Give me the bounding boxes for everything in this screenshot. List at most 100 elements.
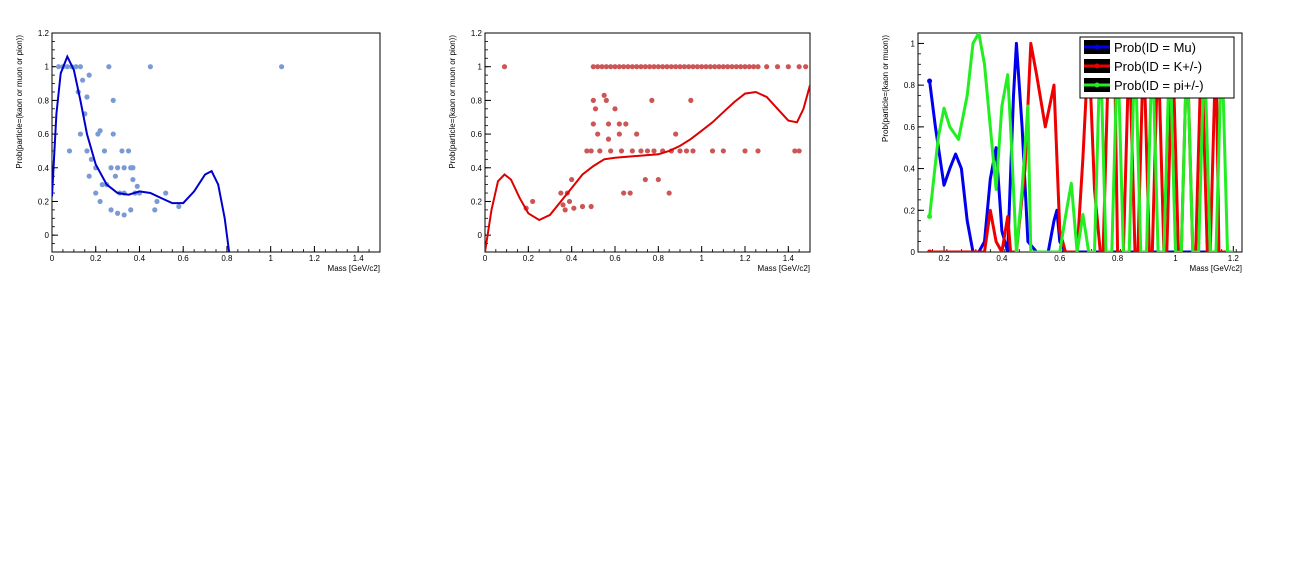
data-point — [605, 121, 612, 127]
x-tick-label: 1.2 — [739, 254, 751, 263]
series-start-marker-3 — [927, 214, 933, 220]
data-point — [716, 64, 722, 70]
x-tick-label: 0.4 — [996, 254, 1008, 263]
data-point — [625, 64, 631, 70]
data-point — [733, 64, 739, 70]
data-point — [562, 207, 568, 213]
y-tick-label: 1.2 — [471, 29, 483, 38]
data-point — [616, 131, 622, 137]
data-point — [803, 64, 809, 70]
data-point — [595, 131, 601, 137]
data-point — [569, 176, 575, 183]
y-axis-title: Prob(particle=(kaon or muon or pion)) — [448, 35, 457, 169]
data-point — [592, 106, 599, 112]
data-point — [115, 210, 121, 216]
x-tick-label: 1 — [699, 254, 704, 263]
data-point — [623, 121, 629, 127]
x-tick-label: 1.4 — [353, 254, 365, 263]
y-tick-label: 0.6 — [38, 130, 50, 139]
data-point — [80, 77, 86, 83]
y-tick-label: 0.2 — [38, 197, 50, 206]
data-point — [608, 64, 614, 70]
series-start-marker-2 — [927, 249, 933, 252]
data-point — [134, 183, 140, 189]
data-point — [755, 148, 761, 154]
data-point — [638, 64, 644, 70]
x-tick-label: 0.4 — [566, 254, 578, 263]
x-tick-label: 1 — [1173, 254, 1178, 263]
y-axis-title: Prob(particle=(kaon or muon or pion)) — [15, 35, 24, 169]
data-point — [163, 190, 169, 196]
legend: Prob(ID = Mu) Prob(ID = K+/-) Prob(ID = pi… — [1079, 36, 1235, 99]
data-point — [530, 198, 536, 205]
data-point — [746, 64, 752, 70]
data-point — [608, 148, 614, 154]
data-point — [176, 203, 182, 210]
data-point — [97, 128, 103, 134]
data-point — [725, 64, 731, 70]
data-point — [93, 190, 99, 196]
data-point — [668, 64, 674, 70]
x-tick-label: 1.2 — [1228, 254, 1240, 263]
y-tick-label: 0.6 — [904, 123, 916, 132]
data-point — [64, 64, 70, 70]
data-point — [77, 131, 84, 137]
x-tick-label: 0.6 — [178, 254, 190, 263]
data-point — [621, 190, 627, 196]
y-tick-label: 0.8 — [38, 96, 50, 105]
data-point — [742, 148, 748, 154]
data-point — [112, 173, 119, 179]
data-point — [664, 64, 670, 70]
data-point — [642, 176, 648, 183]
data-point — [729, 64, 735, 70]
data-point — [612, 64, 618, 70]
data-point — [688, 97, 694, 103]
data-point — [121, 165, 127, 171]
fit-curve — [485, 84, 810, 252]
data-point — [677, 64, 683, 70]
x-tick-label: 0.2 — [523, 254, 535, 263]
x-tick-label: 0.8 — [653, 254, 665, 263]
y-axis-title: Prob(particle=(kaon or muon)) — [881, 35, 890, 142]
x-axis-title: Mass [GeV/c2] — [1190, 264, 1242, 273]
data-point — [690, 64, 696, 70]
data-point — [774, 64, 781, 70]
data-point — [579, 203, 586, 210]
data-point — [599, 64, 605, 70]
x-tick-label: 0.4 — [134, 254, 146, 263]
data-point — [584, 148, 590, 154]
data-point — [130, 176, 136, 183]
legend-marker — [1094, 82, 1100, 88]
data-point — [588, 203, 594, 210]
data-point — [649, 97, 655, 103]
data-point — [644, 148, 651, 154]
y-tick-label: 0.4 — [904, 165, 916, 174]
chart-panel-3: 0.2 0.4 0.6 0.8 1 1.2 0 0.2 0.4 0.6 0.8 1 Mass [GeV/… — [881, 32, 1243, 273]
data-point — [99, 182, 105, 188]
data-point — [651, 148, 657, 154]
data-point — [796, 64, 802, 70]
data-point — [627, 190, 633, 196]
data-point — [796, 148, 802, 154]
data-point — [666, 190, 672, 196]
data-point — [605, 136, 612, 142]
y-tick-label: 0.2 — [904, 206, 916, 215]
fit-curve — [52, 54, 231, 252]
x-tick-label: 0.8 — [1112, 254, 1124, 263]
data-point — [621, 64, 627, 70]
legend-label-3: Prob(ID = pi+/-) — [1114, 78, 1204, 93]
data-point — [642, 64, 648, 70]
legend-label-2: Prob(ID = K+/-) — [1114, 59, 1202, 74]
data-point — [647, 64, 653, 70]
legend-marker — [1094, 63, 1100, 69]
data-point — [101, 148, 108, 154]
x-tick-label: 0 — [483, 254, 488, 263]
data-point — [629, 64, 635, 70]
data-point — [86, 72, 92, 78]
data-point — [152, 207, 158, 213]
x-tick-label: 0.6 — [609, 254, 621, 263]
y-tick-label: 0.4 — [38, 164, 50, 173]
plot-frame — [51, 32, 381, 253]
data-point — [121, 212, 127, 218]
